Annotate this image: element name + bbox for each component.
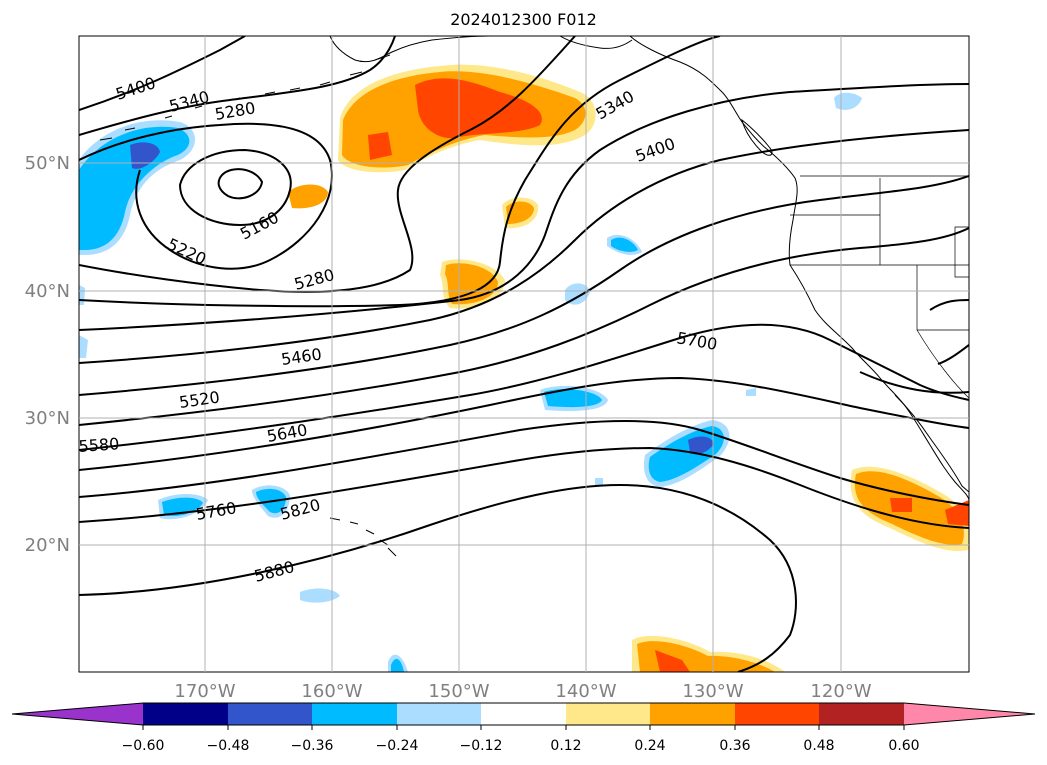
colorbar-tick-label: −0.48 <box>207 738 250 754</box>
contour-line <box>79 36 396 136</box>
anomaly-region <box>79 335 88 358</box>
longitude-labels: 170°W 160°W 150°W 140°W 130°W 120°W <box>174 681 871 702</box>
contour-line <box>859 299 969 394</box>
colorbar: −0.60 −0.48 −0.36 −0.24 −0.12 0.12 0.24 … <box>11 702 1036 754</box>
colorbar-tick-label: −0.36 <box>291 738 334 754</box>
anomaly-region <box>565 283 590 305</box>
anomaly-region <box>300 588 340 603</box>
contour-line <box>79 36 576 293</box>
graticule <box>79 36 969 672</box>
colorbar-extend-max <box>904 703 1035 725</box>
map-title: 2024012300 F012 <box>450 10 597 29</box>
contour-line <box>79 83 969 331</box>
contour-line <box>79 323 969 451</box>
anomaly-region <box>368 132 392 160</box>
lon-label: 120°W <box>810 681 871 702</box>
colorbar-tick-label: −0.60 <box>122 738 165 754</box>
anomaly-region <box>130 142 160 169</box>
contour-line <box>217 168 264 200</box>
contour-line <box>79 227 969 426</box>
colorbar-segment <box>481 703 566 725</box>
anomaly-region <box>746 388 756 396</box>
colorbar-tick-label: 0.12 <box>550 738 581 754</box>
anomaly-region <box>288 184 328 209</box>
colorbar-tick-label: 0.24 <box>634 738 665 754</box>
colorbar-segment <box>143 703 228 725</box>
contour-line <box>178 148 292 227</box>
lon-label: 140°W <box>555 681 616 702</box>
colorbar-segment <box>228 703 312 725</box>
anomaly-region <box>79 285 85 305</box>
lat-label: 30°N <box>25 408 70 429</box>
colorbar-segment <box>397 703 481 725</box>
colorbar-tick-labels: −0.60 −0.48 −0.36 −0.24 −0.12 0.12 0.24 … <box>122 738 920 754</box>
lon-label: 170°W <box>174 681 235 702</box>
map-plot-area <box>79 36 969 672</box>
contour-line <box>79 129 969 364</box>
political-borders <box>790 175 969 399</box>
anomaly-region <box>544 389 602 408</box>
lat-label: 40°N <box>25 281 70 302</box>
colorbar-tick-label: −0.24 <box>376 738 419 754</box>
lon-label: 150°W <box>428 681 489 702</box>
anomaly-region <box>415 78 542 139</box>
anomaly-region <box>890 498 912 512</box>
anomaly-region <box>79 126 190 250</box>
latitude-labels: 50°N 40°N 30°N 20°N <box>25 153 70 556</box>
anomaly-region <box>391 658 404 672</box>
colorbar-extend-min <box>12 703 143 725</box>
colorbar-segment <box>566 703 650 725</box>
contour-line <box>79 36 721 308</box>
baja-california-coastline <box>894 394 969 493</box>
contour-line <box>79 175 969 396</box>
colorbar-tick-label: 0.60 <box>888 738 919 754</box>
hawaiian-islands <box>329 517 397 557</box>
colorbar-segment <box>312 703 397 725</box>
colorbar-segment <box>735 703 819 725</box>
colorbar-ticks <box>142 725 905 730</box>
lat-label: 20°N <box>25 535 70 556</box>
vancouver-island <box>741 118 773 156</box>
map-frame <box>78 35 970 673</box>
contour-line <box>79 36 246 111</box>
lat-label: 50°N <box>25 153 70 174</box>
lon-label: 160°W <box>301 681 362 702</box>
contour-line <box>79 483 797 672</box>
contour-line <box>79 376 969 471</box>
anomaly-region <box>611 237 638 252</box>
colorbar-segment <box>819 703 904 725</box>
anomaly-region <box>688 436 714 455</box>
colorbar-tick-label: 0.48 <box>803 738 834 754</box>
positive-anomaly-regions <box>288 64 969 672</box>
colorbar-segment <box>650 703 735 725</box>
colorbar-tick-label: 0.36 <box>719 738 750 754</box>
colorbar-tick-label: −0.12 <box>460 738 503 754</box>
height-contours <box>79 36 969 672</box>
anomaly-region <box>655 650 690 672</box>
anomaly-region <box>945 500 969 526</box>
state-border <box>790 178 969 399</box>
lon-label: 130°W <box>682 681 743 702</box>
contour-line <box>79 446 969 529</box>
contour-line <box>79 122 333 270</box>
contour-line <box>79 420 969 506</box>
negative-anomaly-regions <box>79 92 862 672</box>
anomaly-region <box>595 478 603 486</box>
contour-label: 5580 <box>78 434 120 456</box>
